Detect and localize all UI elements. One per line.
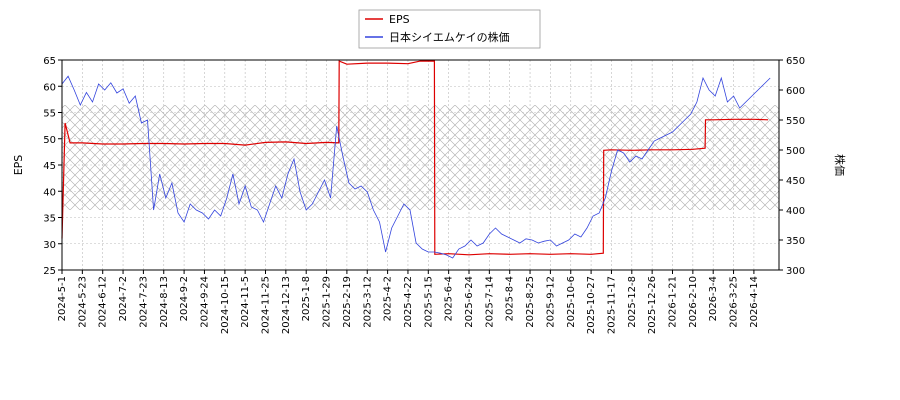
x-tick-label: 2025-1-8 [301,276,312,321]
right-axis: 300 350 400 450 500 550 600 650 [779,56,805,277]
left-tick-label: 40 [43,187,56,198]
right-tick-label: 450 [786,176,805,187]
right-tick-label: 300 [786,266,805,277]
x-tick-label: 2025-6-24 [464,276,475,328]
x-tick-label: 2024-8-13 [159,276,170,328]
x-tick-label: 2025-8-25 [525,276,536,328]
x-tick-label: 2025-12-8 [627,276,638,328]
plot-area [61,59,780,271]
x-tick-label: 2025-1-29 [322,276,333,328]
right-tick-label: 400 [786,206,805,217]
left-axis: 25 30 35 40 45 50 55 60 65 [43,56,62,277]
x-tick-label: 2025-8-4 [505,276,516,321]
x-tick-label: 2024-7-2 [118,276,129,321]
left-tick-label: 65 [43,56,56,67]
x-tick-label: 2025-3-12 [362,276,373,328]
x-tick-label: 2025-4-22 [403,276,414,328]
legend: EPS 日本シイエムケイの株価 [358,9,541,49]
x-tick-label: 2025-6-4 [444,276,455,321]
x-tick-label: 2024-7-23 [138,276,149,328]
x-tick-label: 2024-10-15 [220,276,231,334]
left-tick-label: 30 [43,240,56,251]
price-series-line [61,75,771,259]
y-axis-title-right: 株価 [833,154,847,176]
x-tick-label: 2026-2-10 [688,276,699,328]
left-tick-label: 50 [43,135,56,146]
x-tick-label: 2024-5-1 [57,276,68,321]
x-tick-label: 2024-9-2 [179,276,190,321]
left-tick-label: 25 [43,266,56,277]
right-tick-label: 500 [786,146,805,157]
x-tick-label: 2024-5-23 [77,276,88,328]
right-tick-label: 550 [786,116,805,127]
eps-series-line [61,60,769,256]
range-band [62,105,779,210]
y-axis-title-left: EPS [12,155,25,176]
right-tick-label: 650 [786,56,805,67]
x-tick-label: 2026-4-14 [749,276,760,328]
legend-label-eps: EPS [389,13,410,26]
right-tick-label: 600 [786,86,805,97]
x-tick-label: 2024-9-24 [199,276,210,328]
x-tick-label: 2024-11-5 [240,276,251,328]
x-tick-label: 2026-3-4 [708,276,719,321]
right-tick-label: 350 [786,236,805,247]
left-tick-label: 60 [43,82,56,93]
x-tick-label: 2025-10-6 [566,276,577,328]
legend-label-price: 日本シイエムケイの株価 [389,30,510,44]
left-tick-label: 55 [43,109,56,120]
x-tick-label: 2025-11-17 [606,276,617,334]
x-tick-label: 2025-4-2 [383,276,394,321]
x-tick-label: 2024-11-25 [261,276,272,334]
x-tick-label: 2025-5-15 [423,276,434,328]
left-tick-label: 45 [43,161,56,172]
x-axis: 2024-5-1 2024-5-23 2024-6-12 2024-7-2 2024-7… [57,270,760,334]
x-tick-label: 2024-12-13 [281,276,292,334]
x-tick-label: 2025-7-14 [484,276,495,328]
gridlines [61,59,779,271]
x-tick-label: 2024-6-12 [98,276,109,328]
x-tick-label: 2025-9-12 [545,276,556,328]
legend-box [358,9,541,49]
x-tick-label: 2025-10-27 [586,276,597,334]
left-tick-label: 35 [43,214,56,225]
x-tick-label: 2026-1-21 [668,276,679,328]
x-tick-label: 2025-12-26 [647,276,658,334]
x-tick-label: 2025-2-19 [342,276,353,328]
x-tick-label: 2026-3-25 [729,276,740,328]
